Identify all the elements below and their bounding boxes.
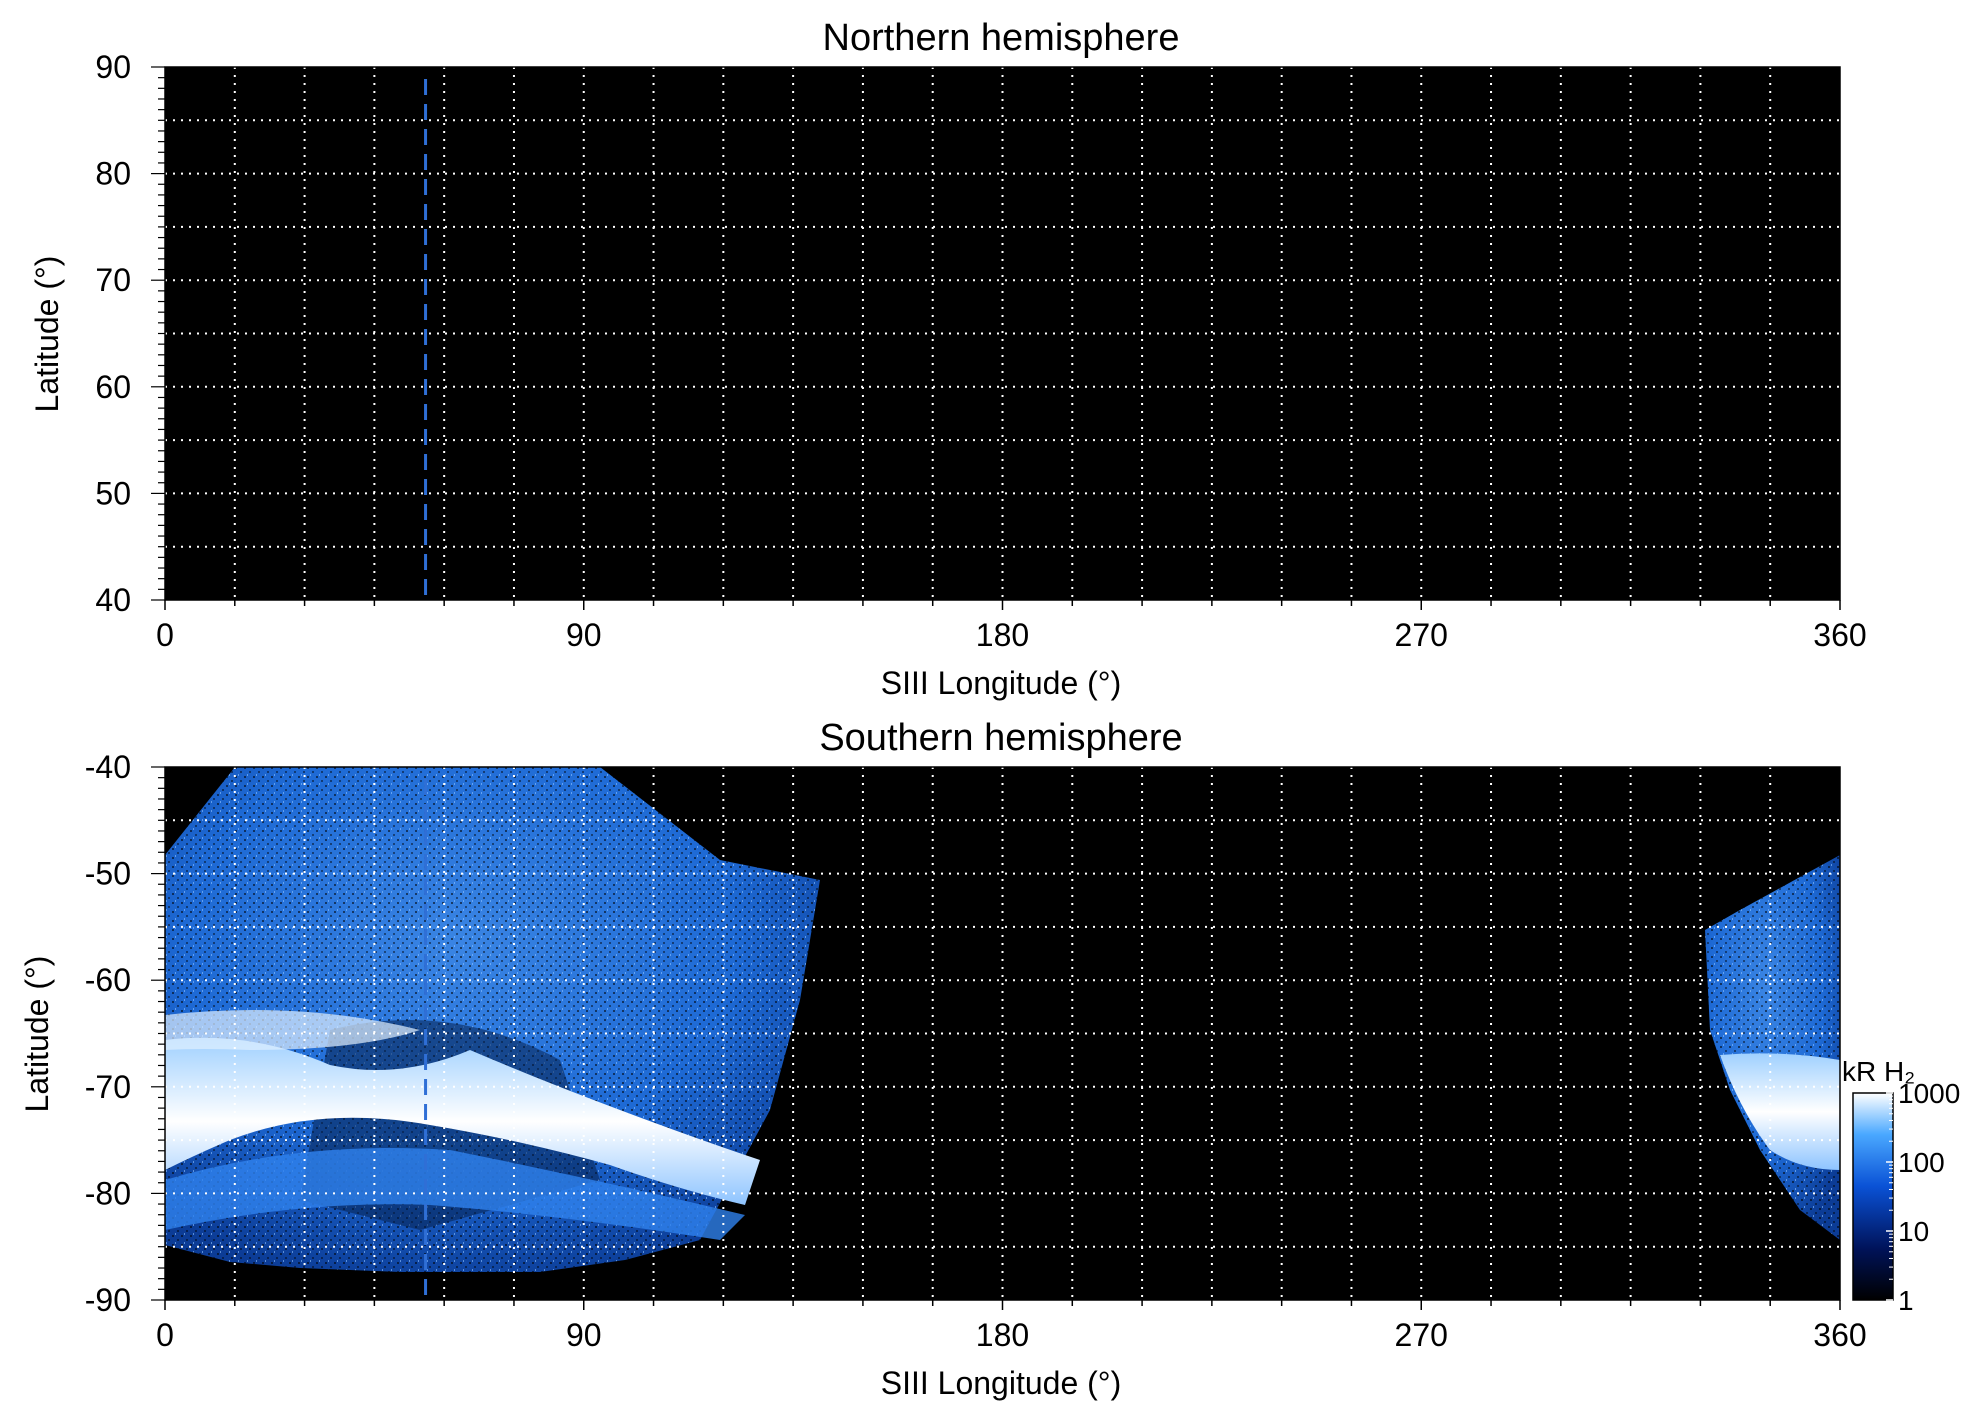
- y-tick-label: -90: [85, 1282, 131, 1318]
- y-tick-label: -60: [85, 962, 131, 998]
- y-tick-label: 70: [95, 262, 131, 298]
- y-ticks: 40 50 60 70 80 90: [95, 49, 165, 618]
- x-axis-label: SIII Longitude (°): [881, 665, 1121, 701]
- x-tick-label: 180: [976, 1317, 1029, 1353]
- plot-frame: [164, 66, 1841, 601]
- chart-title: Southern hemisphere: [819, 717, 1182, 759]
- y-ticks: -90 -80 -70 -60 -50 -40: [85, 749, 165, 1318]
- equatorward-streaks-west: [165, 1148, 745, 1240]
- colorbar-label: kR H₂: [1842, 1056, 1915, 1087]
- y-axis-label: Latitude (°): [19, 956, 55, 1113]
- colorbar-tick-label: 10: [1898, 1216, 1929, 1247]
- x-tick-label: 270: [1395, 617, 1448, 653]
- y-tick-label: 80: [95, 156, 131, 192]
- auroral-emission: [165, 767, 1840, 1272]
- x-axis-label: SIII Longitude (°): [881, 1365, 1121, 1401]
- polar-bright-patch: [165, 1010, 420, 1050]
- x-ticks: 0 90 180 270 360: [156, 600, 1867, 653]
- y-tick-label: -80: [85, 1175, 131, 1211]
- y-tick-label: -40: [85, 749, 131, 785]
- y-tick-label: -70: [85, 1069, 131, 1105]
- y-tick-label: 40: [95, 582, 131, 618]
- x-tick-label: 270: [1395, 1317, 1448, 1353]
- main-oval-east: [1720, 1053, 1840, 1170]
- y-tick-label: 90: [95, 49, 131, 85]
- colorbar-tick-label: 1: [1898, 1285, 1914, 1316]
- colorbar-tick-label: 1000: [1898, 1078, 1960, 1109]
- y-tick-label: -50: [85, 856, 131, 892]
- chart-title: Northern hemisphere: [823, 17, 1180, 59]
- colorbar-gradient: [1852, 1092, 1894, 1301]
- x-tick-label: 360: [1813, 1317, 1866, 1353]
- grid-lines: [165, 67, 1840, 600]
- northern-hemisphere-panel: Northern hemisphere 0 90 180 270 360 40 50 60 7…: [29, 17, 1867, 701]
- colorbar-tick-label: 100: [1898, 1147, 1945, 1178]
- x-tick-label: 0: [156, 617, 174, 653]
- x-tick-label: 180: [976, 617, 1029, 653]
- x-tick-label: 0: [156, 1317, 174, 1353]
- x-tick-label: 360: [1813, 617, 1866, 653]
- x-tick-label: 90: [566, 1317, 602, 1353]
- southern-hemisphere-panel: Southern hemisphere 0 90 180 270 360 -90-80-…: [19, 717, 1960, 1401]
- colorbar: kR H₂ 1 10 100 1000: [1842, 1056, 1960, 1316]
- y-tick-label: 50: [95, 475, 131, 511]
- plot-background: [165, 67, 1840, 600]
- x-tick-label: 90: [566, 617, 602, 653]
- main-oval-west: [165, 1037, 760, 1205]
- colorbar-ticks: 1 10 100 1000: [1886, 1078, 1960, 1316]
- plot-frame: [164, 766, 1841, 1301]
- x-ticks: 0 90 180 270 360: [156, 1300, 1867, 1353]
- y-axis-label: Latitude (°): [29, 256, 65, 413]
- grid-lines: [165, 767, 1840, 1300]
- y-tick-label: 60: [95, 369, 131, 405]
